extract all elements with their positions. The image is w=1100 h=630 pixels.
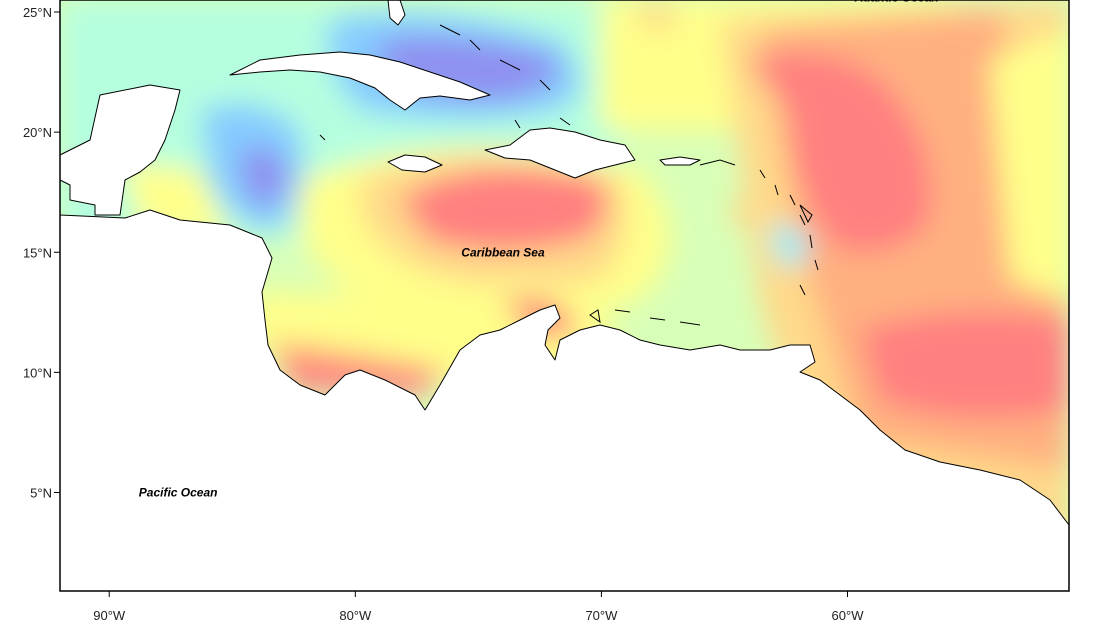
y-tick-label: 5°N — [30, 486, 52, 501]
islands — [319, 24, 819, 326]
cuba — [229, 51, 491, 111]
x-tick-label: 60°W — [832, 608, 865, 623]
y-tick-label: 15°N — [23, 245, 52, 260]
x-axis: 90°W 80°W 70°W 60°W — [93, 591, 864, 623]
x-tick-label: 80°W — [339, 608, 372, 623]
land — [59, 0, 1070, 592]
jamaica — [387, 154, 443, 173]
y-tick-label: 10°N — [23, 365, 52, 380]
florida — [387, 0, 406, 26]
hispaniola — [484, 127, 636, 179]
place-labels: Caribbean Sea Pacific Ocean Atlantic Ocean — [139, 0, 939, 500]
y-tick-label: 25°N — [23, 5, 52, 20]
y-axis: 25°N 20°N 15°N 10°N 5°N — [23, 5, 60, 501]
y-tick-label: 20°N — [23, 125, 52, 140]
place-label-atlantic: Atlantic Ocean — [854, 0, 939, 5]
place-label-pacific: Pacific Ocean — [139, 486, 218, 500]
plot-frame — [59, 0, 1070, 592]
place-label-caribbean: Caribbean Sea — [461, 245, 545, 259]
x-tick-label: 90°W — [93, 608, 126, 623]
south-central-america-landmass — [59, 84, 1070, 592]
puerto-rico — [659, 156, 701, 166]
x-tick-label: 70°W — [585, 608, 618, 623]
